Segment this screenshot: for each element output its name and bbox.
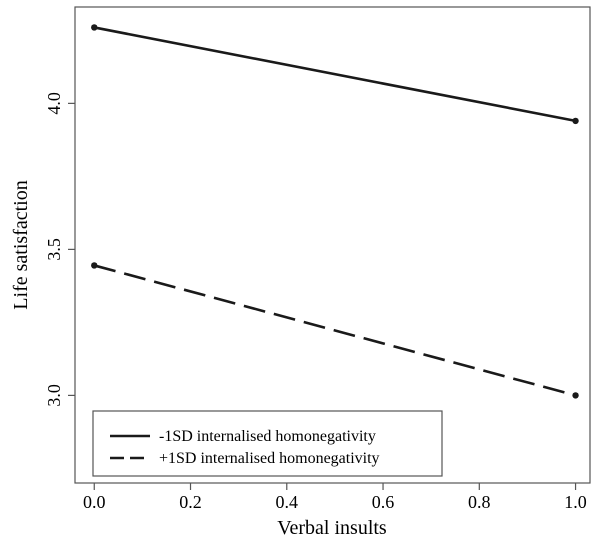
x-tick-label: 0.4: [276, 492, 299, 512]
legend-label-minus-1sd: -1SD internalised homonegativity: [159, 428, 376, 445]
plot-frame: [74, 6, 591, 484]
y-tick-label: 4.0: [44, 92, 64, 115]
series-layer: [91, 24, 579, 399]
legend-box: [92, 410, 443, 477]
series-line-minus-1sd: [94, 26, 576, 123]
x-tick-label: 0.6: [372, 492, 395, 512]
y-tick-label: 3.5: [44, 238, 64, 261]
data-point: [91, 24, 98, 31]
x-axis-title: Verbal insults: [277, 517, 387, 539]
x-tick-label: 0.8: [468, 492, 491, 512]
data-point: [91, 262, 98, 269]
y-axis-ticks: 3.0 3.5 4.0: [44, 92, 75, 407]
y-tick-label: 3.0: [44, 384, 64, 407]
legend-label-plus-1sd: +1SD internalised homonegativity: [159, 450, 380, 467]
x-tick-label: 0.0: [83, 492, 106, 512]
x-axis-ticks: 0.0 0.2 0.4 0.6 0.8 1.0: [83, 483, 587, 512]
data-point: [572, 117, 579, 125]
data-point: [572, 392, 579, 399]
y-axis-title: Life satisfaction: [10, 180, 32, 309]
x-tick-label: 0.2: [179, 492, 202, 512]
series-line-plus-1sd: [93, 264, 576, 397]
legend: -1SD internalised homonegativity +1SD in…: [92, 410, 443, 477]
x-tick-label: 1.0: [564, 492, 587, 512]
